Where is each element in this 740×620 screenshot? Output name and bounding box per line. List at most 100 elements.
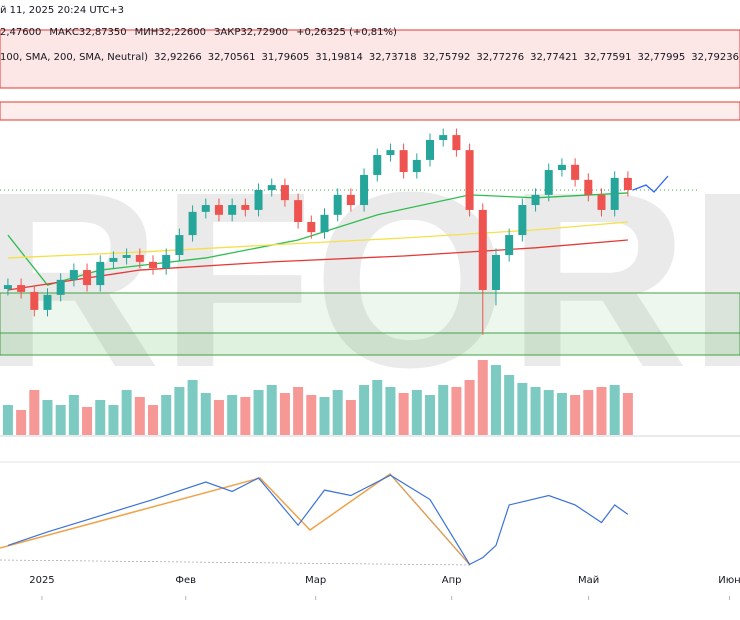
candle-body: [531, 194, 540, 206]
indicator-label: 100, SMA, 200, SMA, Neutral): [0, 52, 148, 63]
candle-body: [267, 185, 276, 190]
ohlc-value: МАКС32,87350: [49, 27, 126, 38]
candle-body: [280, 185, 289, 201]
candle-body: [149, 261, 158, 269]
volume-bar: [411, 390, 422, 435]
x-tick-label: Мар: [305, 575, 326, 586]
volume-bar: [345, 400, 356, 435]
candle-body: [333, 194, 342, 215]
candle-body: [83, 270, 92, 286]
volume-bar: [477, 360, 488, 435]
indicator-value: 32,77591: [584, 52, 632, 63]
ohlc-value: +0,26325 (+0,81%): [296, 27, 397, 38]
volume-bar: [398, 393, 409, 435]
candle-body: [188, 211, 197, 236]
indicator-value: 32,79236: [691, 52, 739, 63]
moving-average: [7, 239, 628, 291]
volume-bar: [438, 385, 449, 435]
volume-bar: [42, 400, 53, 435]
volume-bar: [504, 375, 515, 435]
candle-body: [465, 150, 474, 210]
candle-body: [109, 257, 118, 262]
candle-body: [228, 205, 237, 215]
indicator-value: 32,92266: [154, 52, 202, 63]
volume-bar: [543, 390, 554, 435]
candle-body: [43, 294, 52, 310]
support-zone: [0, 292, 740, 334]
moving-average: [7, 192, 628, 286]
x-tick-label: Апр: [442, 575, 462, 586]
volume-bar: [490, 365, 501, 435]
candle-body: [122, 255, 131, 258]
volume-bar: [55, 405, 66, 435]
volume-bar: [332, 390, 343, 435]
candle-body: [294, 200, 303, 223]
volume-bar: [213, 400, 224, 435]
volume-bar: [2, 405, 13, 435]
candle-body: [346, 194, 355, 206]
chart-title: й 11, 2025 20:24 UTC+3: [0, 5, 124, 16]
oscillator-line: [7, 474, 629, 566]
volume-bar: [187, 380, 198, 435]
ohlc-value: МИН32,22600: [135, 27, 206, 38]
volume-bar: [134, 397, 145, 435]
candle-body: [439, 135, 448, 140]
candle-body: [544, 170, 553, 195]
volume-bar: [517, 383, 528, 435]
candle-body: [175, 235, 184, 256]
candle-body: [386, 150, 395, 156]
volume-bar: [108, 405, 119, 435]
candle-body: [56, 279, 65, 295]
volume-bar: [68, 395, 79, 435]
candle-body: [610, 177, 619, 210]
candle-body: [452, 135, 461, 151]
volume-bar: [266, 385, 277, 435]
indicator-line: 100, SMA, 200, SMA, Neutral) 32,92266 32,7…: [0, 52, 739, 63]
volume-bar: [451, 387, 462, 435]
candle-body: [69, 270, 78, 280]
volume-bar: [530, 387, 541, 435]
candle-body: [135, 255, 144, 262]
candle-body: [426, 139, 435, 160]
indicator-value: 32,73718: [369, 52, 417, 63]
volume-bar: [121, 390, 132, 435]
candle-body: [307, 222, 316, 233]
volume-bar: [319, 397, 330, 435]
volume-bar: [622, 393, 633, 435]
x-tick-label: Май: [578, 575, 599, 586]
candle-body: [3, 285, 12, 289]
candle-body: [360, 174, 369, 206]
ohlc-line: 2,47600 МАКС32,87350 МИН32,22600 ЗАКР32,729…: [0, 27, 397, 38]
candle-body: [597, 194, 606, 210]
indicator-value: 32,75792: [423, 52, 471, 63]
candle-body: [162, 255, 171, 269]
indicator-value: 32,77421: [530, 52, 578, 63]
volume-bar: [385, 387, 396, 435]
volume-bar: [148, 405, 159, 435]
candle-body: [557, 164, 566, 171]
volume-bar: [425, 395, 436, 435]
ohlc-value: 2,47600: [0, 27, 41, 38]
candle-body: [201, 205, 210, 212]
x-tick-label: Фев: [175, 575, 196, 586]
moving-average: [7, 221, 628, 259]
candle-body: [373, 155, 382, 175]
volume-bar: [16, 410, 27, 435]
resistance-zone: [0, 101, 740, 121]
indicator-value: 32,77276: [476, 52, 524, 63]
indicator-value: 31,19814: [315, 52, 363, 63]
candle-body: [399, 150, 408, 173]
volume-bar: [279, 393, 290, 435]
volume-bar: [556, 393, 567, 435]
candle-body: [412, 159, 421, 173]
candle-body: [214, 205, 223, 215]
trend-line: [0, 473, 471, 566]
volume-bar: [464, 380, 475, 435]
candle-body: [623, 177, 632, 190]
volume-bar: [200, 393, 211, 435]
indicator-value: 31,79605: [261, 52, 309, 63]
volume-bar: [253, 390, 264, 435]
candle-body: [584, 179, 593, 195]
candle-body: [505, 235, 514, 256]
volume-bar: [359, 385, 370, 435]
